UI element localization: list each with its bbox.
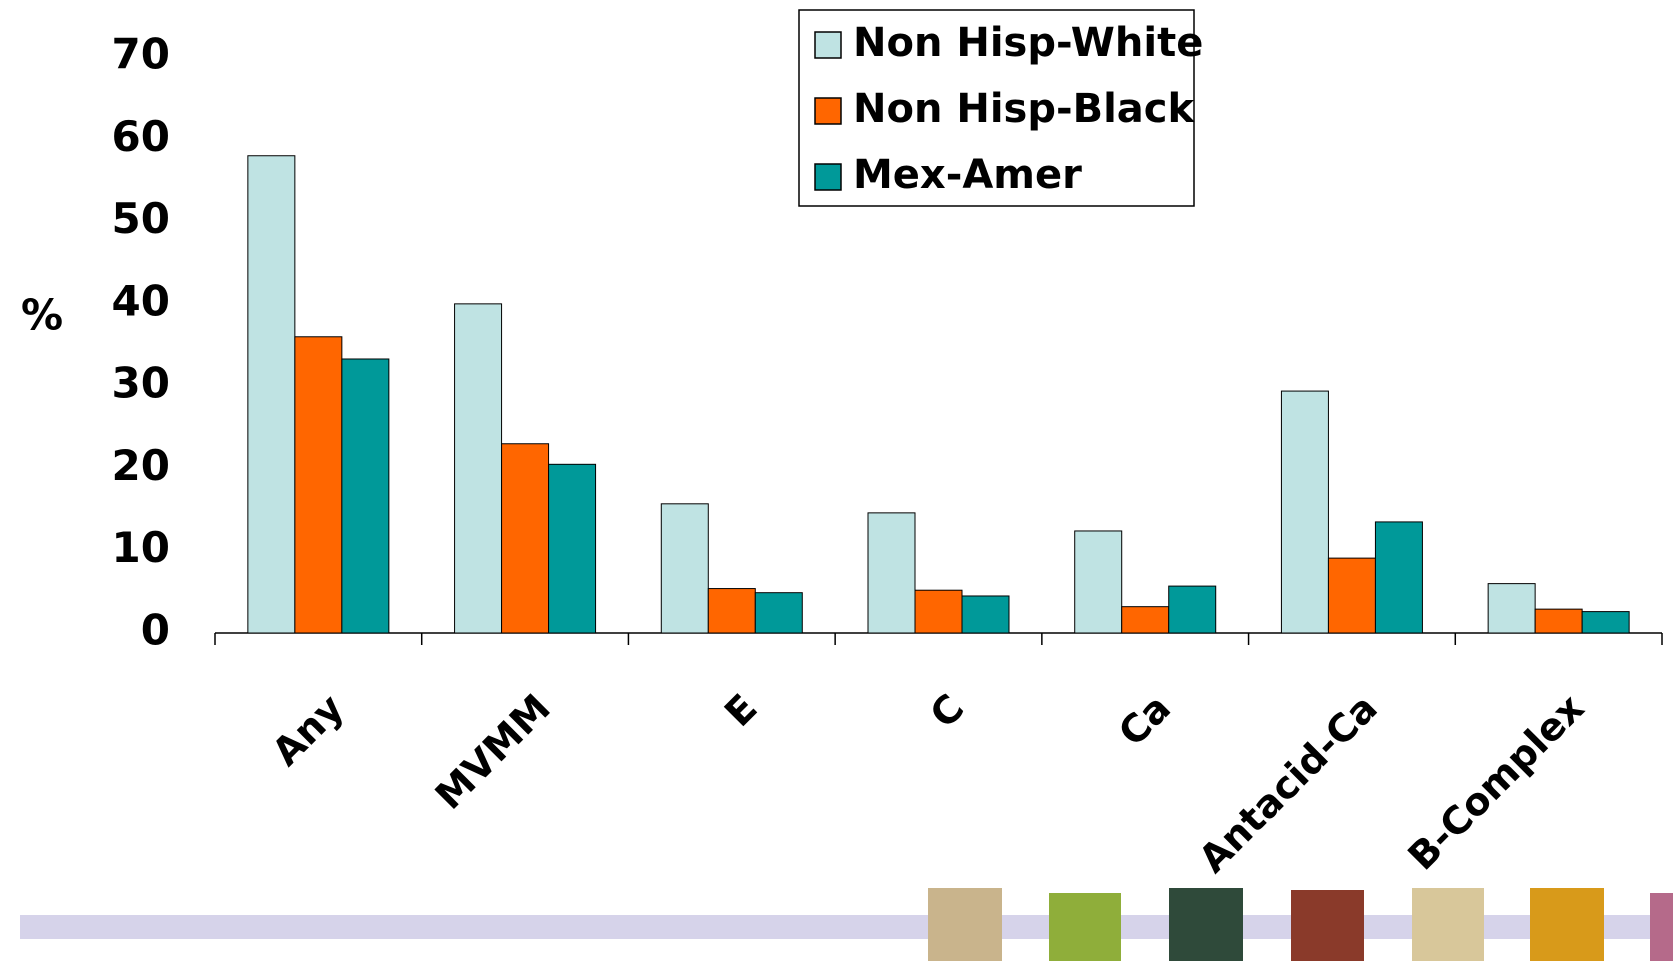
bar — [248, 156, 295, 633]
x-tick-label: MVMM — [427, 686, 559, 818]
bar — [455, 304, 502, 633]
bar — [661, 504, 708, 633]
x-tick-label: Antacid-Ca — [1190, 686, 1385, 881]
bar — [549, 464, 596, 633]
bar — [1375, 522, 1422, 633]
thumbnail — [1650, 893, 1673, 961]
bar — [1075, 531, 1122, 633]
y-axis-label: % — [21, 291, 63, 340]
x-tick-label: B-Complex — [1400, 686, 1593, 879]
y-tick-label: 10 — [112, 523, 170, 572]
bar — [502, 444, 549, 633]
thumbnail — [1291, 890, 1364, 961]
legend-label: Non Hisp-White — [853, 20, 1203, 66]
bar — [295, 337, 342, 633]
thumbnail — [1412, 888, 1484, 961]
y-tick-label: 50 — [112, 194, 170, 243]
x-tick-label: C — [921, 686, 972, 737]
bar — [962, 596, 1009, 633]
y-tick-label: 0 — [141, 606, 170, 655]
thumbnail — [928, 888, 1002, 961]
legend-swatch — [815, 98, 841, 124]
bar — [1535, 609, 1582, 633]
bar — [708, 589, 755, 633]
y-tick-label: 60 — [112, 112, 170, 161]
bar — [868, 513, 915, 633]
bar — [915, 590, 962, 633]
legend-swatch — [815, 164, 841, 190]
x-tick-label: Ca — [1110, 686, 1179, 755]
y-tick-label: 40 — [112, 276, 170, 325]
y-tick-label: 30 — [112, 359, 170, 408]
thumbnail — [1169, 888, 1243, 961]
bar — [1582, 612, 1629, 633]
bar — [342, 359, 389, 633]
legend-swatch — [815, 32, 841, 58]
thumbnail — [1530, 888, 1604, 961]
bar — [1328, 558, 1375, 633]
bar — [1281, 391, 1328, 633]
legend-label: Non Hisp-Black — [853, 86, 1195, 132]
bar — [755, 593, 802, 633]
x-tick-label: E — [716, 686, 765, 735]
bar — [1169, 586, 1216, 633]
bar — [1122, 607, 1169, 633]
thumbnail — [1049, 893, 1121, 961]
chart: % 0 10 20 30 40 50 60 70 Any MVMM E C CaAntacid-CaB-… — [0, 0, 1673, 961]
bar — [1488, 584, 1535, 633]
y-tick-label: 20 — [112, 441, 170, 490]
legend-label: Mex-Amer — [853, 152, 1082, 198]
x-tick-label: Any — [264, 686, 353, 775]
y-tick-label: 70 — [112, 30, 170, 79]
